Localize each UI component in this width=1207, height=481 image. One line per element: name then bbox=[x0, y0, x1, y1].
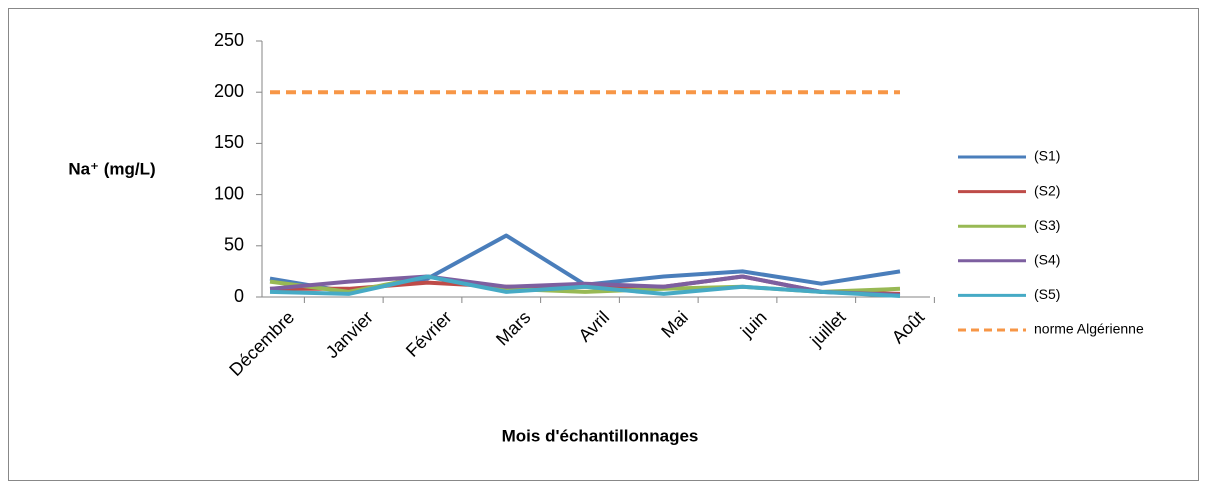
y-tick-label: 150 bbox=[214, 132, 244, 152]
y-tick-label: 200 bbox=[214, 81, 244, 101]
y-tick-label: 0 bbox=[234, 286, 244, 306]
x-tick-label: Mars bbox=[492, 307, 534, 349]
legend-label: (S2) bbox=[1034, 182, 1060, 198]
y-tick-label: 50 bbox=[224, 235, 244, 255]
y-tick-label: 100 bbox=[214, 183, 244, 203]
x-tick-label: juin bbox=[736, 307, 771, 342]
x-tick-label: Décembre bbox=[225, 307, 298, 380]
x-tick-label: Août bbox=[888, 307, 928, 347]
legend-label: (S1) bbox=[1034, 148, 1060, 164]
x-tick-label: Janvier bbox=[322, 307, 377, 362]
x-tick-label: Mai bbox=[657, 307, 692, 342]
x-tick-label: Avril bbox=[575, 307, 614, 346]
legend-label: (S4) bbox=[1034, 252, 1060, 268]
series-line bbox=[269, 274, 901, 298]
legend-label: (S5) bbox=[1034, 286, 1060, 302]
y-axis-title: Na⁺ (mg/L) bbox=[68, 159, 155, 178]
x-tick-label: Février bbox=[402, 307, 456, 361]
x-tick-label: juillet bbox=[806, 307, 850, 351]
series-line bbox=[269, 274, 901, 297]
y-tick-label: 250 bbox=[214, 30, 244, 50]
chart-frame bbox=[8, 8, 1199, 481]
legend-label: (S3) bbox=[1034, 217, 1060, 233]
x-axis-title: Mois d'échantillonnages bbox=[502, 426, 699, 445]
legend-label: norme Algérienne bbox=[1034, 321, 1144, 337]
